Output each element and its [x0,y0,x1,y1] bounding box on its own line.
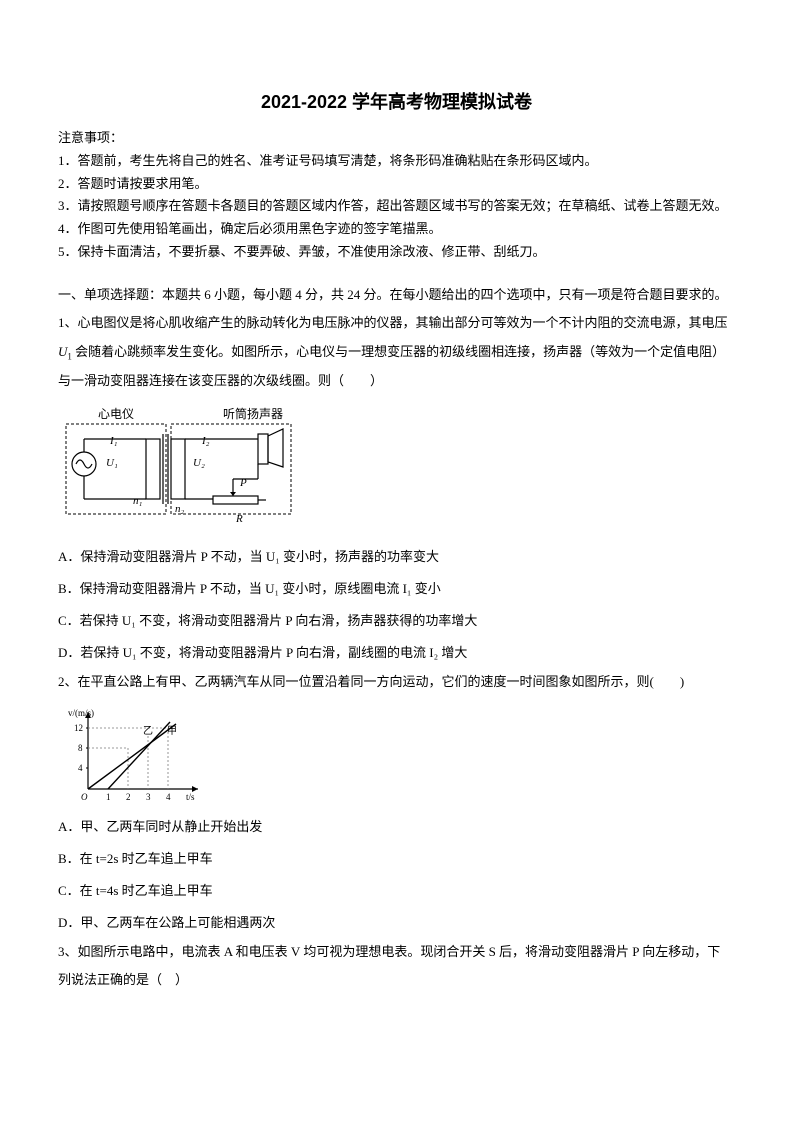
q1-diagram: 心电仪 I₁ U₁ n₁ I₂ U₂ n₂ 听筒扬声器 [58,404,735,534]
svg-text:R: R [235,513,243,525]
q2-option-d: D．甲、乙两车在公路上可能相遇两次 [58,908,735,938]
svg-text:1: 1 [106,792,111,802]
q3-text-1: 3、如图所示电路中，电流表 A 和电压表 V 均可视为理想电表。现闭合开关 S … [58,938,735,967]
q2-option-a: A．甲、乙两车同时从静止开始出发 [58,812,735,842]
svg-text:I₂: I₂ [201,435,210,447]
q3-text-2: 列说法正确的是（ ） [58,966,735,995]
q1-option-b: B．保持滑动变阻器滑片 P 不动，当 U₁ 变小时，原线圈电流 I₁ 变小 [58,574,735,604]
notice-item-5: 5．保持卡面清洁，不要折暴、不要弄破、弄皱，不准使用涂改液、修正带、刮纸刀。 [58,242,735,263]
notice-item-1: 1．答题前，考生先将自己的姓名、准考证号码填写清楚，将条形码准确粘贴在条形码区域… [58,151,735,172]
q1-text-2: U1 会随着心跳频率发生变化。如图所示，心电仪与一理想变压器的初级线圈相连接，扬… [58,338,735,367]
svg-text:U₁: U₁ [106,457,118,469]
svg-text:乙: 乙 [143,725,153,737]
svg-text:4: 4 [78,763,83,773]
notice-item-4: 4．作图可先使用铅笔画出，确定后必须用黑色字迹的签字笔描黑。 [58,219,735,240]
svg-text:3: 3 [146,792,151,802]
q1-option-d: D．若保持 U₁ 不变，将滑动变阻器滑片 P 向右滑，副线圈的电流 I₂ 增大 [58,638,735,668]
svg-text:听筒扬声器: 听筒扬声器 [223,406,283,421]
notice-header: 注意事项： [58,128,735,149]
svg-text:t/s: t/s [186,792,195,802]
q1-option-a: A．保持滑动变阻器滑片 P 不动，当 U₁ 变小时，扬声器的功率变大 [58,542,735,572]
svg-text:甲: 甲 [167,726,177,737]
svg-text:12: 12 [74,723,83,733]
q1-text-3: 与一滑动变阻器连接在该变压器的次级线圈。则（ ） [58,367,735,396]
svg-text:4: 4 [166,792,171,802]
q1-u1-prefix: U [58,344,67,359]
svg-text:v/(m/s): v/(m/s) [68,708,94,718]
section-header: 一、单项选择题：本题共 6 小题，每小题 4 分，共 24 分。在每小题给出的四… [58,281,735,310]
svg-text:n₁: n₁ [133,495,143,507]
svg-text:8: 8 [78,743,83,753]
page-title: 2021-2022 学年高考物理模拟试卷 [58,88,735,114]
svg-text:P: P [239,477,247,489]
svg-text:I₁: I₁ [109,435,118,447]
q2-option-c: C．在 t=4s 时乙车追上甲车 [58,876,735,906]
q1-text-1: 1、心电图仪是将心肌收缩产生的脉动转化为电压脉冲的仪器，其输出部分可等效为一个不… [58,309,735,338]
q1-option-c: C．若保持 U₁ 不变，将滑动变阻器滑片 P 向右滑，扬声器获得的功率增大 [58,606,735,636]
svg-text:n₂: n₂ [175,503,185,515]
q2-text: 2、在平直公路上有甲、乙两辆汽车从同一位置沿着同一方向运动，它们的速度一时间图象… [58,668,735,697]
svg-text:2: 2 [126,792,131,802]
svg-text:O: O [81,792,88,802]
svg-text:U₂: U₂ [193,457,205,469]
notice-item-2: 2．答题时请按要求用笔。 [58,174,735,195]
q1-text-2-rest: 会随着心跳频率发生变化。如图所示，心电仪与一理想变压器的初级线圈相连接，扬声器（… [72,344,725,359]
q2-option-b: B．在 t=2s 时乙车追上甲车 [58,844,735,874]
diagram-label-left: 心电仪 [98,407,134,421]
notice-item-3: 3．请按照题号顺序在答题卡各题目的答题区域内作答，超出答题区域书写的答案无效；在… [58,196,735,217]
q2-chart: v/(m/s) 12 8 4 1 2 3 4 O t/s 乙 甲 [58,704,735,804]
